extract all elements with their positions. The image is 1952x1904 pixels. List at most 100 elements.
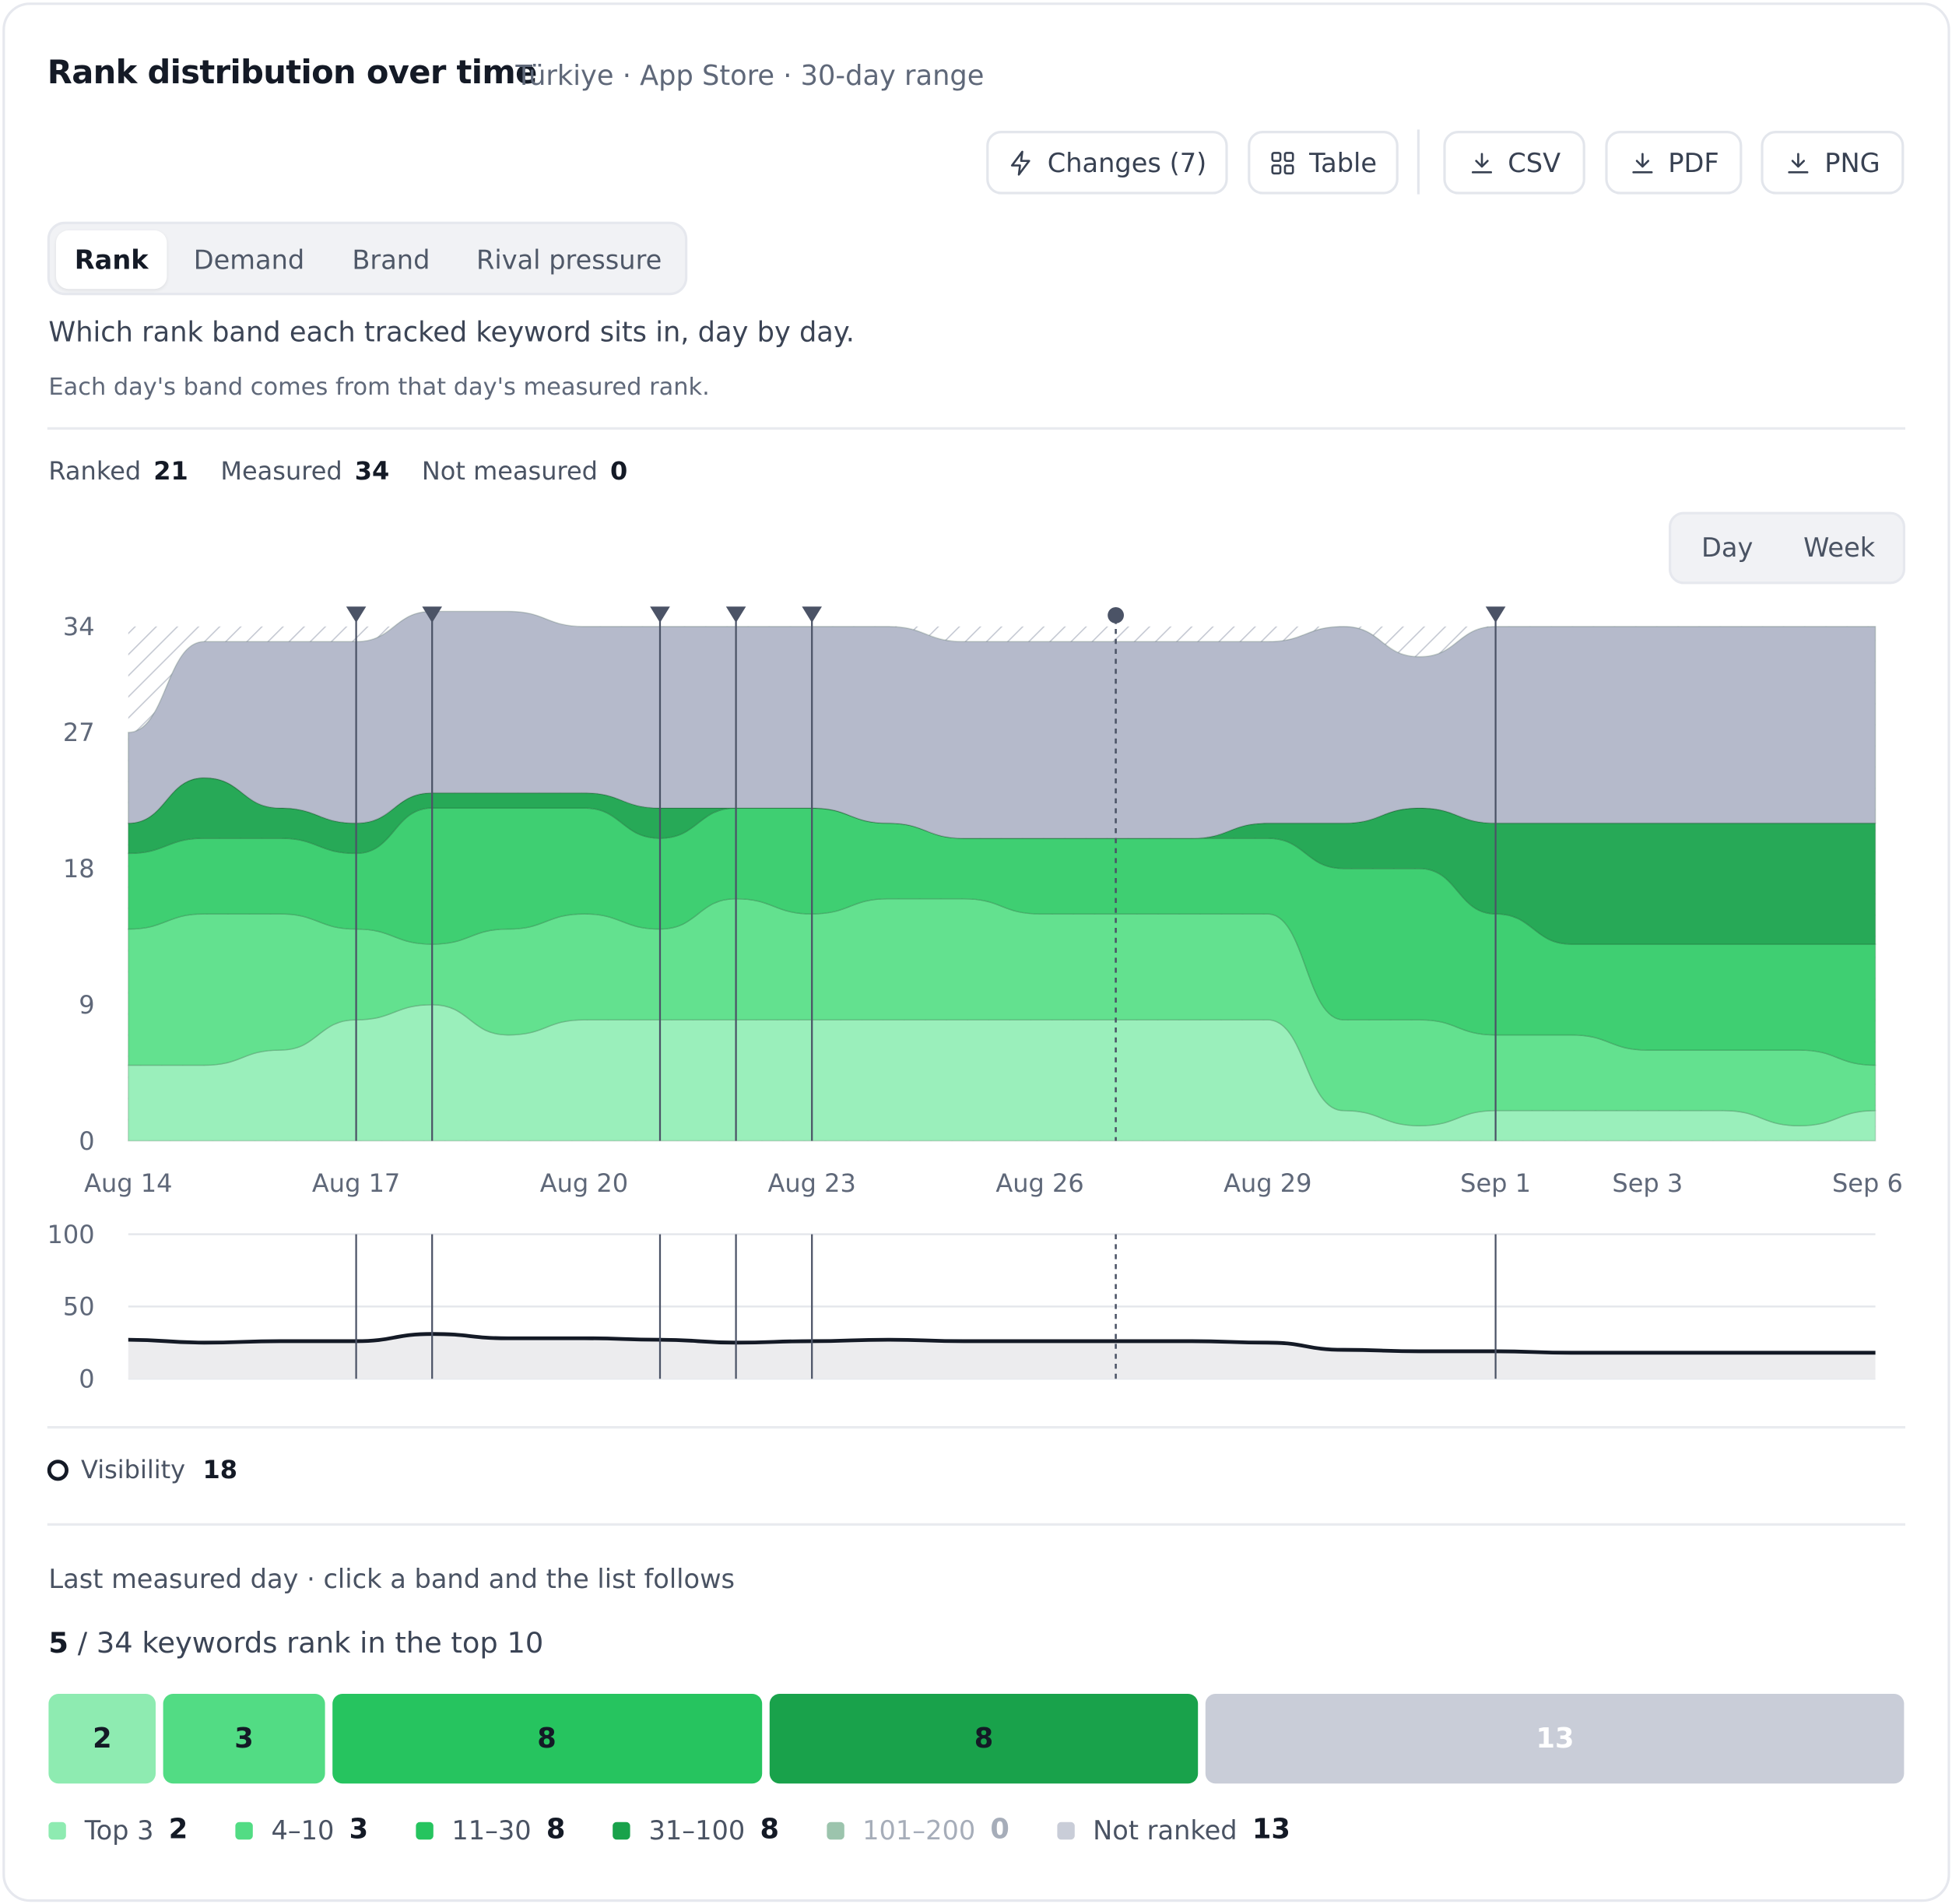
band-segment-11-30[interactable]: 8: [332, 1694, 762, 1784]
table-button-label: Table: [1309, 147, 1378, 177]
band-segment-top-3[interactable]: 2: [48, 1694, 156, 1784]
distribution-caption: Last measured day · click a band and the…: [48, 1564, 736, 1594]
download-icon: [1631, 152, 1652, 173]
visibility-value: 18: [202, 1454, 238, 1485]
y-tick-label: 27: [63, 718, 95, 747]
x-tick-label: Sep 3: [1612, 1168, 1683, 1198]
stats-row: Ranked 21 Measured 34 Not measured 0: [48, 456, 627, 486]
stat-measured-value: 34: [354, 455, 390, 486]
top10-summary: 5 / 34 keywords rank in the top 10: [48, 1628, 543, 1660]
chart-description: Which rank band each tracked keyword sit…: [48, 318, 855, 349]
x-tick-label: Sep 6: [1832, 1168, 1903, 1198]
legend-label: Not ranked: [1093, 1815, 1238, 1846]
area-series-not-ranked: [128, 610, 1877, 839]
granularity-week[interactable]: Week: [1803, 532, 1876, 564]
legend-count: 0: [990, 1814, 1009, 1846]
area-series-101-200: [128, 777, 1876, 839]
pdf-button[interactable]: PDF: [1605, 131, 1743, 195]
changes-button-label: Changes (7): [1047, 147, 1207, 177]
divider: [47, 427, 1905, 430]
tab-rival-pressure[interactable]: Rival pressure: [476, 244, 662, 275]
legend-swatch: [48, 1821, 66, 1839]
visibility-label: Visibility: [81, 1454, 186, 1485]
visibility-y-tick-label: 0: [79, 1364, 94, 1393]
tab-demand[interactable]: Demand: [193, 244, 305, 275]
y-tick-label: 18: [63, 854, 95, 883]
band-segment-4-10[interactable]: 3: [163, 1694, 325, 1784]
visibility-ring-icon: [47, 1459, 68, 1481]
area-series-top-3: [128, 1003, 1877, 1142]
legend-count: 8: [546, 1814, 566, 1846]
tab-rank[interactable]: Rank: [56, 230, 167, 290]
stat-ranked-value: 21: [153, 455, 188, 486]
legend-label: 11–30: [451, 1815, 532, 1846]
page-title: Rank distribution over time: [47, 54, 538, 93]
visibility-line: [128, 1332, 1876, 1355]
top10-count: 5: [48, 1628, 69, 1660]
toolbar-divider: [1417, 129, 1420, 195]
pdf-button-label: PDF: [1668, 147, 1719, 177]
event-marker-triangle: [346, 606, 367, 623]
stat-not-measured-value: 0: [609, 455, 628, 486]
event-marker-dot: [1108, 607, 1124, 624]
stat-not-measured: Not measured 0: [422, 456, 627, 486]
tab-brand[interactable]: Brand: [352, 244, 430, 275]
legend-count: 2: [168, 1814, 188, 1846]
x-tick-label: Sep 1: [1460, 1168, 1531, 1198]
stat-measured-label: Measured: [220, 455, 342, 486]
x-tick-label: Aug 14: [84, 1168, 172, 1198]
legend-item-101-200[interactable]: 101–200 0: [826, 1814, 1009, 1846]
legend-item-11-30[interactable]: 11–30 8: [415, 1814, 566, 1846]
png-button-label: PNG: [1824, 147, 1880, 177]
rank-distribution-chart: 0 9 18 27 34 Aug 14 Aug 17 Aug 20 Aug 23 Aug 26 Au…: [47, 606, 1903, 1393]
legend-swatch: [1056, 1821, 1075, 1839]
band-legend: Top 3 2 4–10 3 11–30 8 31–100 8 101–200 0 Not rank…: [48, 1814, 1337, 1846]
stat-not-measured-label: Not measured: [421, 455, 598, 486]
visibility-area: [128, 1333, 1876, 1379]
png-button[interactable]: PNG: [1761, 131, 1905, 195]
divider: [47, 1523, 1905, 1526]
event-marker-triangle: [422, 606, 442, 623]
stat-measured: Measured 34: [220, 456, 389, 486]
area-series-31-100: [128, 777, 1877, 945]
y-tick-label: 9: [79, 990, 94, 1020]
event-marker-triangle: [650, 606, 670, 623]
legend-count: 8: [760, 1814, 779, 1846]
metric-tabs: Rank Demand Brand Rival pressure: [47, 221, 688, 296]
y-tick-label: 34: [63, 612, 95, 641]
x-tick-label: Aug 20: [540, 1168, 628, 1198]
visibility-y-tick-label: 50: [63, 1292, 95, 1322]
area-series-11-30: [128, 807, 1877, 1066]
legend-swatch: [613, 1821, 630, 1839]
download-icon: [1471, 152, 1492, 173]
top10-text: / 34 keywords rank in the top 10: [77, 1628, 544, 1660]
csv-button[interactable]: CSV: [1443, 131, 1585, 195]
granularity-toggle: Day Week: [1669, 511, 1905, 585]
grid-icon: [1272, 151, 1295, 174]
visibility-y-tick-label: 100: [47, 1220, 95, 1249]
legend-item-top-3[interactable]: Top 3 2: [48, 1814, 188, 1846]
stat-ranked-label: Ranked: [48, 455, 142, 486]
legend-swatch: [826, 1821, 844, 1839]
area-series-4-10: [128, 898, 1877, 1126]
changes-button[interactable]: Changes (7): [986, 131, 1228, 195]
band-segment-31-100[interactable]: 8: [769, 1694, 1199, 1784]
page-subtitle: Türkiye · App Store · 30-day range: [515, 61, 985, 93]
visibility-legend: Visibility 18: [47, 1455, 237, 1484]
divider: [47, 1426, 1905, 1429]
event-marker-triangle: [1485, 606, 1506, 623]
legend-item-4-10[interactable]: 4–10 3: [235, 1814, 368, 1846]
legend-label: 4–10: [271, 1815, 335, 1846]
x-tick-label: Aug 29: [1224, 1168, 1311, 1198]
granularity-day[interactable]: Day: [1701, 532, 1754, 564]
legend-label: Top 3: [84, 1815, 154, 1846]
legend-item-31-100[interactable]: 31–100 8: [613, 1814, 779, 1846]
band-segment-not-ranked[interactable]: 13: [1206, 1694, 1905, 1784]
event-marker-triangle: [802, 606, 822, 623]
x-tick-label: Aug 26: [995, 1168, 1083, 1198]
table-button[interactable]: Table: [1248, 131, 1399, 195]
x-tick-label: Aug 17: [312, 1168, 400, 1198]
legend-item-not-ranked[interactable]: Not ranked 13: [1056, 1814, 1290, 1846]
download-icon: [1788, 152, 1809, 173]
legend-label: 31–100: [648, 1815, 746, 1846]
